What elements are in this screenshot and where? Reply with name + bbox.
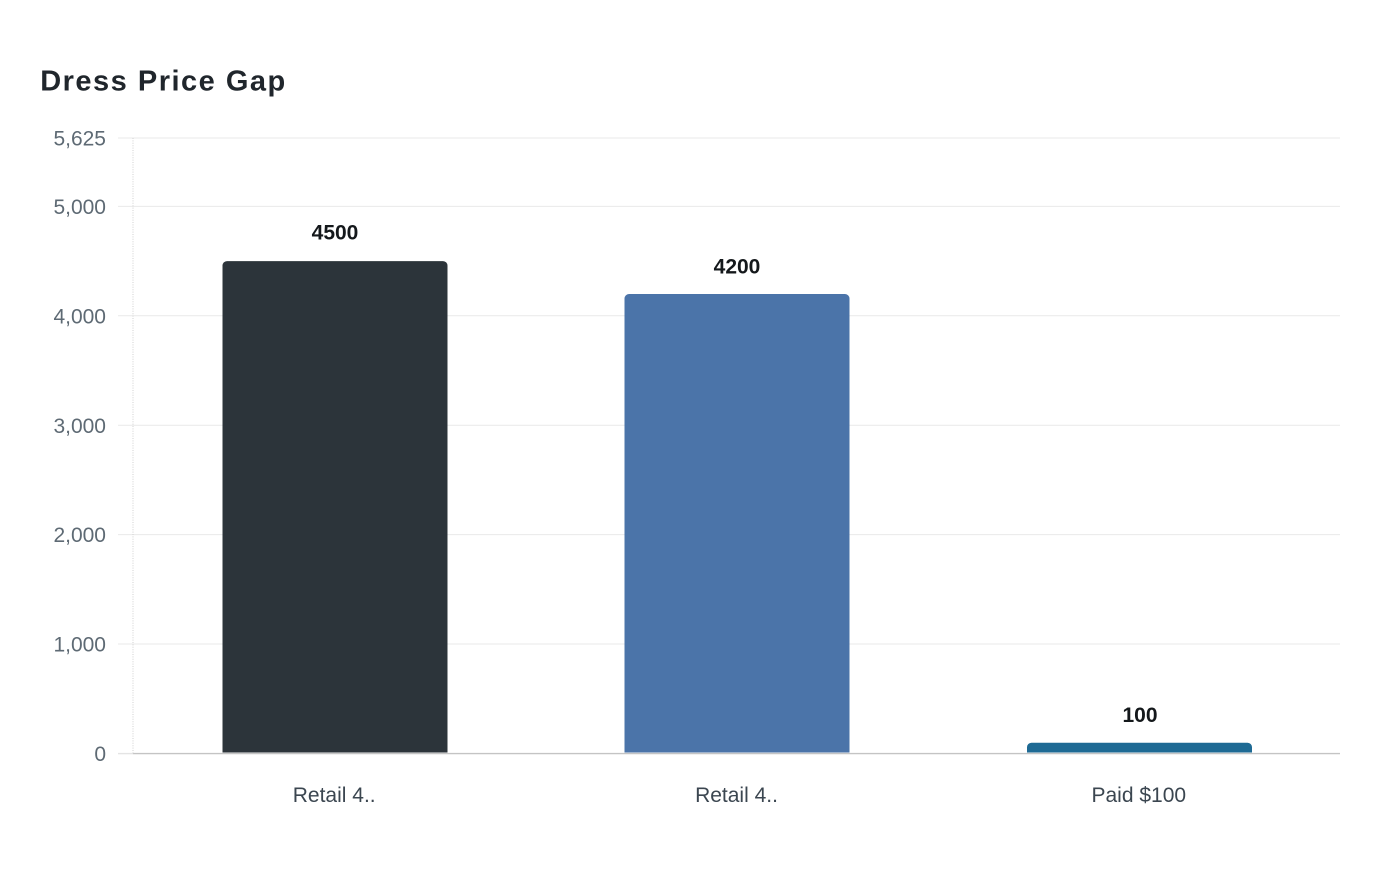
svg-text:4,000: 4,000 (53, 305, 106, 328)
svg-text:5,625: 5,625 (53, 128, 106, 151)
svg-text:Retail 4..: Retail 4.. (695, 784, 778, 807)
svg-text:1,000: 1,000 (53, 634, 106, 657)
svg-text:2,000: 2,000 (53, 524, 106, 547)
svg-text:0: 0 (94, 743, 106, 766)
svg-text:Dress Price Gap: Dress Price Gap (40, 65, 287, 97)
svg-text:Paid $100: Paid $100 (1092, 784, 1187, 807)
svg-text:5,000: 5,000 (53, 196, 106, 219)
svg-text:4200: 4200 (714, 255, 761, 278)
svg-text:4500: 4500 (312, 222, 359, 245)
svg-text:Retail 4..: Retail 4.. (293, 784, 376, 807)
svg-text:100: 100 (1122, 704, 1157, 727)
svg-text:3,000: 3,000 (53, 415, 106, 438)
